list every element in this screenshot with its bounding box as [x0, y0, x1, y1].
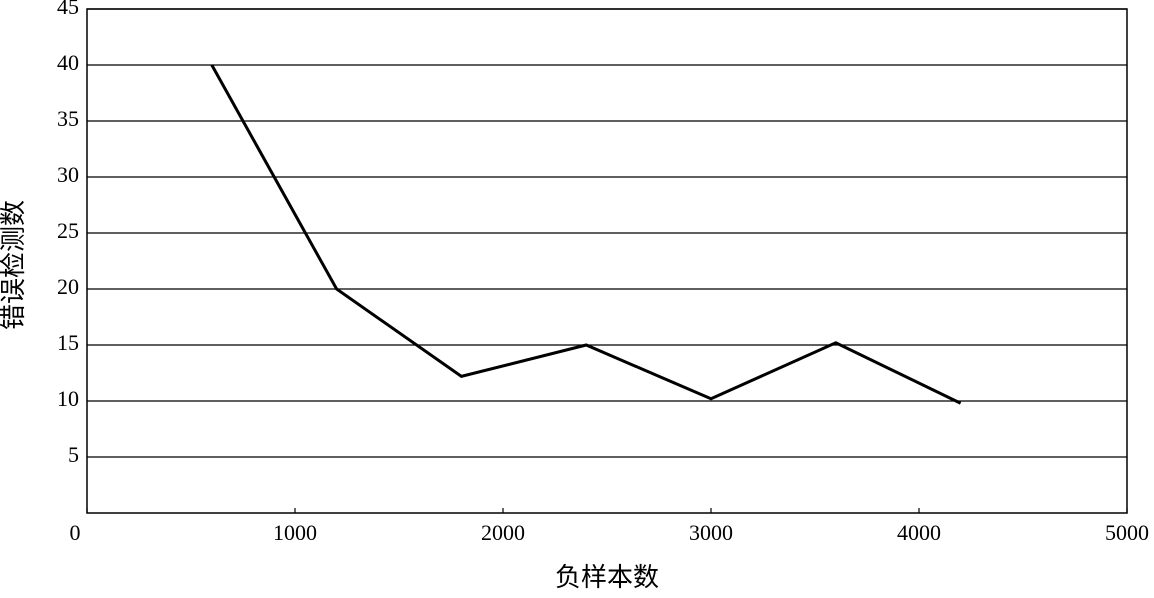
x-tick-label: 5000: [1105, 520, 1149, 545]
x-tick-label: 0: [70, 520, 81, 545]
y-tick-label: 10: [57, 386, 79, 411]
y-tick-label: 45: [57, 0, 79, 19]
y-tick-label: 40: [57, 50, 79, 75]
plot-frame: [86, 8, 1128, 514]
y-tick-label: 20: [57, 274, 79, 299]
y-tick-label: 30: [57, 162, 79, 187]
x-tick-label: 1000: [273, 520, 317, 545]
x-tick-label: 4000: [897, 520, 941, 545]
x-tick-label: 2000: [481, 520, 525, 545]
y-tick-label: 5: [68, 442, 79, 467]
y-tick-label: 35: [57, 106, 79, 131]
x-axis-label: 负样本数: [555, 563, 659, 592]
y-axis-label: 错误检测数: [0, 200, 28, 330]
x-tick-label: 3000: [689, 520, 733, 545]
data-line: [210, 64, 962, 405]
y-tick-label: 25: [57, 218, 79, 243]
y-tick-label: 15: [57, 330, 79, 355]
